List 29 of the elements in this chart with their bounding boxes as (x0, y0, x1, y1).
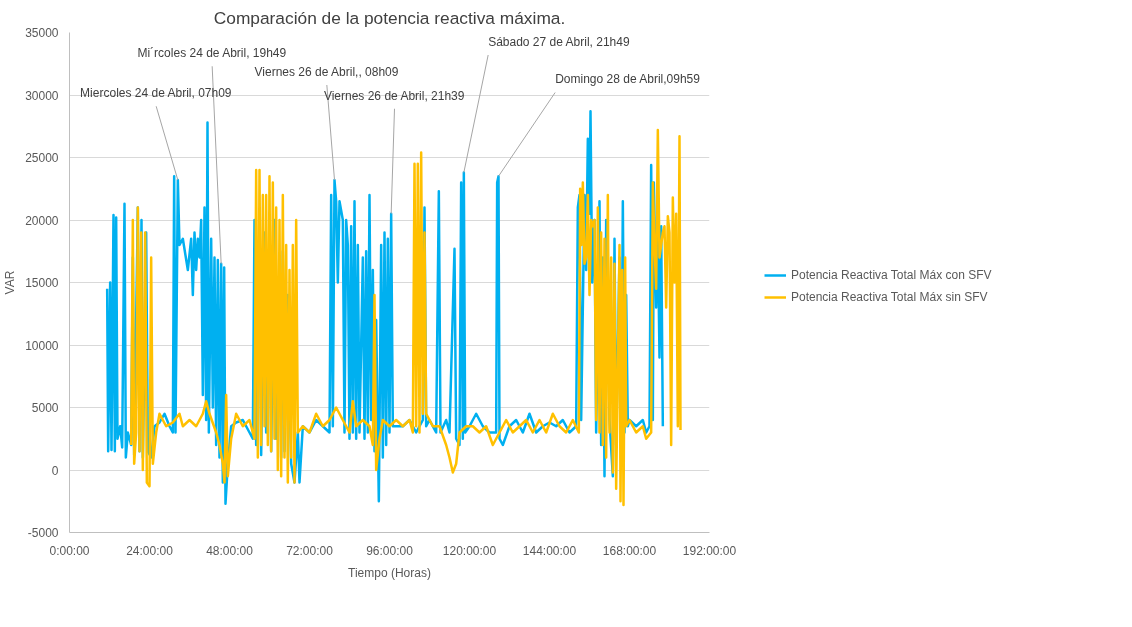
annotation: Sábado 27 de Abril, 21h49 (488, 34, 630, 49)
y-tick-label: 10000 (25, 338, 59, 353)
y-tick-label: 35000 (25, 26, 59, 40)
x-tick-label: 168:00:00 (602, 543, 657, 558)
x-tick-label: 192:00:00 (682, 543, 737, 558)
x-tick-label: 24:00:00 (126, 543, 174, 558)
legend-label: Potencia Reactiva Total Máx con SFV (791, 268, 992, 282)
annotation: Viernes 26 de Abril,, 08h09 (254, 64, 399, 79)
y-axis-title: VAR (3, 270, 18, 295)
legend-label: Potencia Reactiva Total Máx sin SFV (791, 290, 988, 304)
x-tick-label: 120:00:00 (442, 543, 497, 558)
x-tick-label: 0:00:00 (49, 543, 90, 558)
x-tick-label: 48:00:00 (206, 543, 254, 558)
y-tick-label: 5000 (31, 401, 59, 415)
chart-title: Comparación de la potencia reactiva máxima. (213, 7, 566, 28)
x-axis-title: Tiempo (Horas) (348, 565, 431, 580)
annotation: Mi´rcoles 24 de Abril, 19h49 (137, 46, 287, 60)
annotation: Viernes 26 de Abril, 21h39 (323, 88, 465, 103)
y-tick-label: 25000 (25, 151, 59, 165)
y-tick-label: 20000 (25, 213, 59, 228)
y-tick-label: 15000 (25, 276, 59, 290)
y-tick-label: 0 (51, 463, 59, 478)
y-tick-label: -5000 (27, 526, 59, 540)
x-tick-label: 144:00:00 (522, 543, 577, 558)
x-tick-label: 72:00:00 (286, 543, 334, 558)
annotation: Miercoles 24 de Abril, 07h09 (80, 86, 232, 100)
y-tick-label: 30000 (25, 88, 59, 103)
x-tick-label: 96:00:00 (366, 543, 414, 558)
annotation: Domingo 28 de Abril,09h59 (555, 72, 701, 87)
